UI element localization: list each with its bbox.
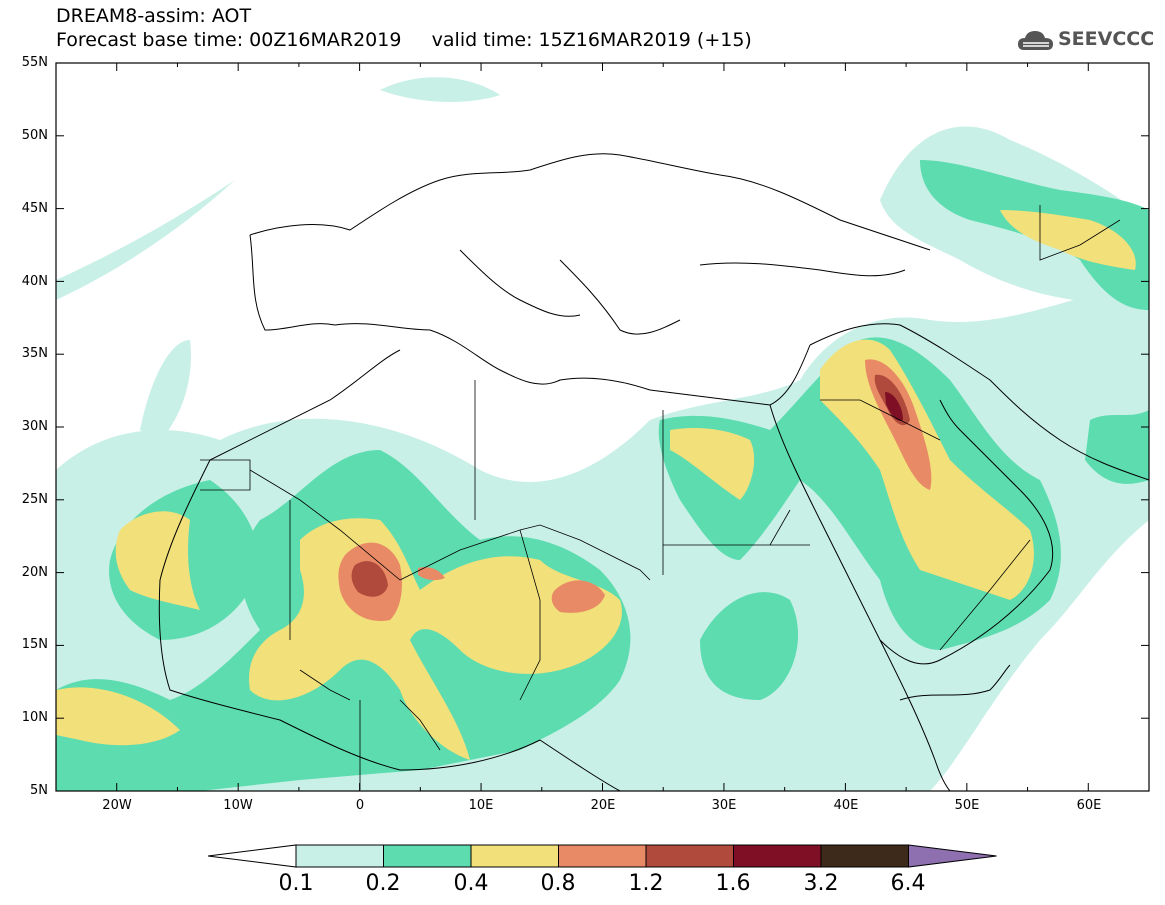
lon-tick-10w: 10W — [223, 798, 253, 813]
colorbar-label-0.1: 0.1 — [278, 871, 314, 896]
cloud-logo-icon — [1018, 31, 1053, 50]
colorbar — [207, 844, 997, 868]
lon-tick-60e: 60E — [1076, 798, 1102, 813]
coastlines — [158, 153, 1149, 791]
colorbar-swatch — [470, 844, 559, 868]
lon-tick-30e: 30E — [711, 798, 737, 813]
colorbar-swatch — [383, 844, 472, 868]
colorbar-label-0.4: 0.4 — [453, 871, 489, 896]
colorbar-swatch — [733, 844, 822, 868]
lat-tick-30n: 30N — [21, 419, 48, 434]
colorbar-swatch — [820, 844, 909, 868]
lat-tick-45n: 45N — [21, 201, 48, 216]
lat-tick-20n: 20N — [21, 565, 48, 580]
lat-tick-50n: 50N — [21, 128, 48, 143]
lat-tick-55n: 55N — [21, 55, 48, 70]
lat-tick-25n: 25N — [21, 492, 48, 507]
colorbar-min-arrow — [207, 844, 297, 868]
political-borders — [200, 205, 1121, 790]
colorbar-label-3.2: 3.2 — [803, 871, 839, 896]
lon-tick-20w: 20W — [102, 798, 132, 813]
colorbar-swatch — [295, 844, 384, 868]
aot-contours — [56, 77, 1149, 791]
colorbar-label-6.4: 6.4 — [890, 871, 926, 896]
lat-tick-15n: 15N — [21, 637, 48, 652]
aot-contour-1.6 — [885, 392, 903, 421]
lon-tick-20e: 20E — [590, 798, 616, 813]
colorbar-label-0.8: 0.8 — [540, 871, 576, 896]
seevccc-logo: SEEVCCC — [1016, 26, 1156, 56]
lat-tick-40n: 40N — [21, 274, 48, 289]
map-title: DREAM8-assim: AOT — [56, 5, 252, 27]
colorbar-max-arrow — [908, 844, 997, 868]
lon-tick-50e: 50E — [954, 798, 980, 813]
colorbar-label-1.2: 1.2 — [628, 871, 664, 896]
lat-tick-5n: 5N — [30, 783, 48, 798]
lat-tick-35n: 35N — [21, 346, 48, 361]
colorbar-label-1.6: 1.6 — [715, 871, 751, 896]
colorbar-label-0.2: 0.2 — [365, 871, 401, 896]
lon-tick-40e: 40E — [833, 798, 859, 813]
colorbar-swatch — [645, 844, 734, 868]
lon-tick-10e: 10E — [468, 798, 494, 813]
lon-tick-0: 0 — [355, 798, 365, 813]
axis-ticks — [55, 62, 1150, 792]
logo-text: SEEVCCC — [1058, 28, 1155, 50]
lat-tick-10n: 10N — [21, 710, 48, 725]
forecast-time-line: Forecast base time: 00Z16MAR2019 valid t… — [56, 29, 752, 51]
colorbar-swatch — [558, 844, 647, 868]
